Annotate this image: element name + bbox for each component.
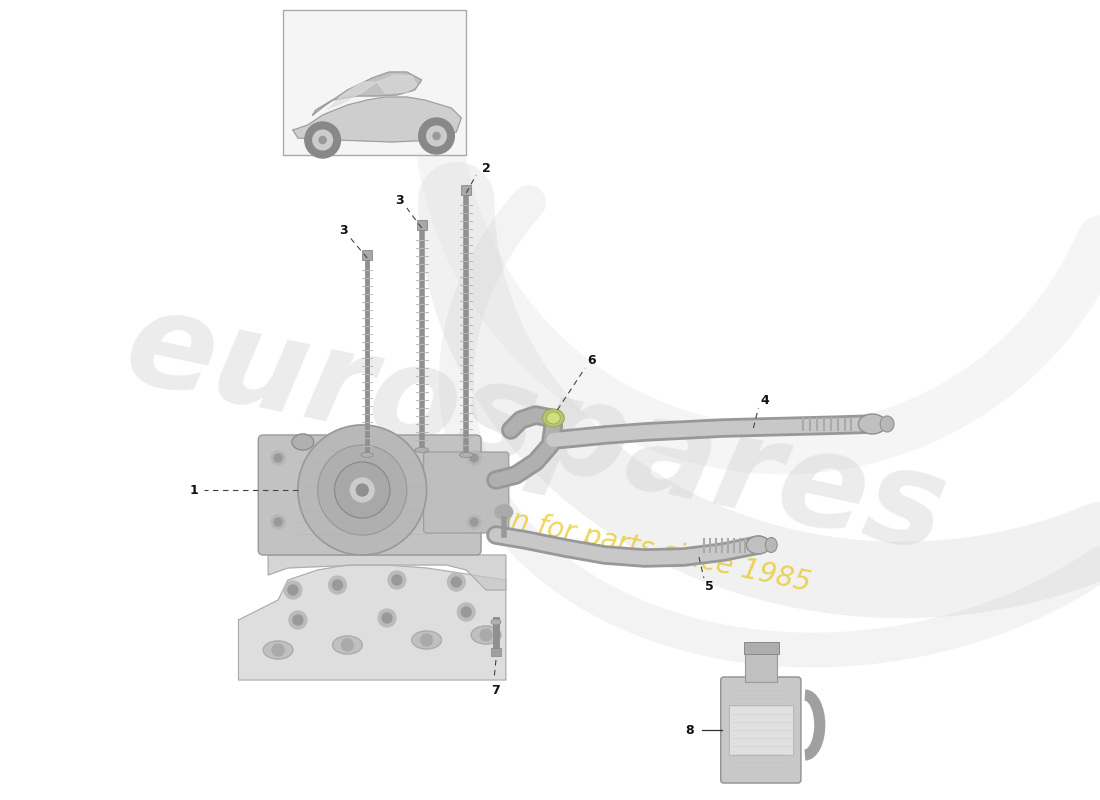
Circle shape	[470, 454, 478, 462]
Circle shape	[284, 581, 301, 599]
Ellipse shape	[766, 538, 778, 553]
Text: 1: 1	[189, 483, 198, 497]
Circle shape	[332, 580, 342, 590]
Bar	[362, 250, 372, 260]
Bar	[744, 642, 779, 654]
Text: eurospares: eurospares	[114, 281, 957, 579]
Circle shape	[392, 575, 402, 585]
Circle shape	[298, 425, 427, 555]
Bar	[283, 10, 466, 155]
Circle shape	[468, 451, 481, 465]
Bar	[746, 652, 778, 682]
Circle shape	[461, 607, 471, 617]
Text: 8: 8	[685, 723, 694, 737]
Bar	[417, 220, 427, 230]
Ellipse shape	[880, 416, 894, 432]
FancyBboxPatch shape	[424, 452, 509, 533]
FancyBboxPatch shape	[258, 435, 481, 555]
Circle shape	[274, 454, 282, 462]
Ellipse shape	[471, 626, 501, 644]
Circle shape	[318, 445, 407, 535]
FancyBboxPatch shape	[720, 677, 801, 783]
Bar	[728, 705, 793, 755]
Circle shape	[312, 130, 332, 150]
Circle shape	[388, 571, 406, 589]
Text: 2: 2	[482, 162, 491, 174]
Circle shape	[272, 644, 284, 656]
Circle shape	[289, 611, 307, 629]
Circle shape	[427, 126, 447, 146]
Text: 5: 5	[705, 579, 714, 593]
Circle shape	[458, 603, 475, 621]
Polygon shape	[328, 82, 377, 110]
Polygon shape	[377, 75, 417, 93]
Polygon shape	[293, 97, 461, 142]
Circle shape	[305, 122, 341, 158]
Circle shape	[356, 484, 369, 496]
Circle shape	[274, 518, 282, 526]
Text: 4: 4	[761, 394, 770, 406]
Ellipse shape	[411, 631, 441, 649]
Ellipse shape	[542, 409, 564, 427]
Circle shape	[319, 136, 327, 144]
Ellipse shape	[263, 641, 293, 659]
Polygon shape	[268, 555, 506, 590]
Ellipse shape	[415, 447, 429, 453]
Text: 6: 6	[587, 354, 596, 366]
Ellipse shape	[332, 636, 362, 654]
Circle shape	[419, 118, 454, 154]
Ellipse shape	[491, 619, 501, 625]
Circle shape	[420, 634, 432, 646]
Circle shape	[341, 639, 353, 651]
Circle shape	[480, 629, 492, 641]
Text: 3: 3	[339, 223, 348, 237]
Circle shape	[271, 515, 285, 529]
Ellipse shape	[361, 453, 373, 458]
Circle shape	[470, 518, 478, 526]
Circle shape	[334, 462, 390, 518]
Text: a passion for parts since 1985: a passion for parts since 1985	[397, 482, 813, 598]
Circle shape	[382, 613, 392, 623]
Ellipse shape	[747, 536, 770, 554]
Ellipse shape	[460, 453, 473, 458]
Ellipse shape	[547, 412, 560, 424]
Circle shape	[451, 577, 461, 587]
Circle shape	[448, 573, 465, 591]
Circle shape	[378, 609, 396, 627]
Polygon shape	[312, 72, 421, 115]
Circle shape	[271, 451, 285, 465]
Text: 7: 7	[492, 683, 500, 697]
Text: 3: 3	[396, 194, 404, 206]
Circle shape	[351, 478, 374, 502]
Circle shape	[433, 132, 440, 139]
Ellipse shape	[292, 434, 313, 450]
Polygon shape	[239, 565, 506, 680]
Ellipse shape	[858, 414, 887, 434]
Bar	[461, 185, 471, 195]
Circle shape	[288, 585, 298, 595]
Ellipse shape	[495, 505, 513, 519]
Circle shape	[329, 576, 346, 594]
Circle shape	[293, 615, 303, 625]
Bar	[491, 648, 501, 656]
Circle shape	[468, 515, 481, 529]
